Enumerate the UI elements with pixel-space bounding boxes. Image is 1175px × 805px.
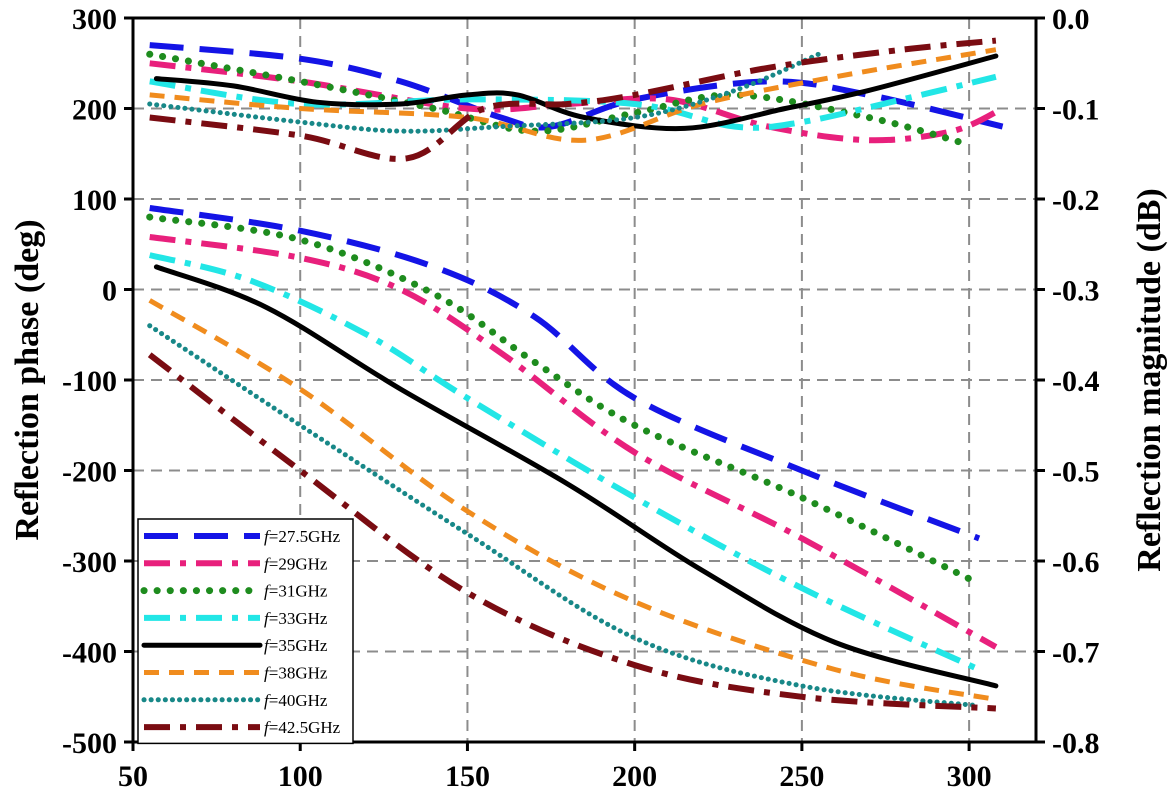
y-tick-label: -400 bbox=[62, 637, 117, 670]
legend-label-prefix: f bbox=[264, 527, 271, 546]
y2-tick-label: -0.3 bbox=[1052, 275, 1100, 308]
series-phase-line-6 bbox=[147, 323, 982, 709]
legend-label-suffix: =31GHz bbox=[269, 582, 328, 601]
y-tick-label: -100 bbox=[62, 365, 117, 398]
y-tick-label: 300 bbox=[72, 3, 117, 36]
series-magnitude-line-4 bbox=[153, 53, 999, 132]
series-magnitude-line-0 bbox=[149, 42, 1004, 131]
legend-label-suffix: =35GHz bbox=[269, 636, 328, 655]
y2-axis-label: Reflection magnitude (dB) bbox=[1131, 188, 1168, 571]
legend-label-1: f=29GHz bbox=[264, 554, 328, 573]
legend-label-prefix: f bbox=[264, 718, 271, 737]
legend-label-0: f=27.5GHz bbox=[264, 527, 341, 546]
y-axis-label: Reflection phase (deg) bbox=[9, 219, 46, 540]
series-magnitude-line-7 bbox=[149, 37, 997, 162]
legend-label-6: f=40GHz bbox=[264, 691, 328, 710]
legend-label-4: f=35GHz bbox=[264, 636, 328, 655]
legend-label-prefix: f bbox=[264, 691, 271, 710]
y-tick-label: 0 bbox=[102, 275, 117, 308]
x-tick-label: 100 bbox=[278, 760, 323, 793]
legend-box bbox=[137, 518, 354, 745]
series-phase-line-5 bbox=[148, 298, 997, 702]
legend-label-suffix: =38GHz bbox=[269, 664, 328, 683]
legend-label-suffix: =27.5GHz bbox=[269, 527, 341, 546]
series-phase-line-0 bbox=[149, 205, 981, 542]
series-phase-line-4 bbox=[153, 264, 999, 689]
legend-label-2: f=31GHz bbox=[264, 582, 328, 601]
legend-label-suffix: =42.5GHz bbox=[269, 718, 341, 737]
y2-tick-label: -0.7 bbox=[1052, 637, 1100, 670]
legend-label-7: f=42.5GHz bbox=[264, 718, 341, 737]
y2-tick-label: -0.6 bbox=[1052, 546, 1100, 579]
y2-tick-label: -0.4 bbox=[1052, 365, 1100, 398]
x-tick-label: 300 bbox=[947, 760, 992, 793]
x-tick-label: 250 bbox=[779, 760, 824, 793]
y2-tick-label: -0.2 bbox=[1052, 184, 1100, 217]
x-tick-label: 200 bbox=[612, 760, 657, 793]
series-magnitude-line-2 bbox=[146, 50, 973, 149]
series-phase-line-1 bbox=[149, 234, 998, 650]
series-magnitude-line-5 bbox=[149, 47, 997, 143]
legend-label-suffix: =29GHz bbox=[269, 554, 328, 573]
legend-label-3: f=33GHz bbox=[264, 609, 328, 628]
legend-label-5: f=38GHz bbox=[264, 664, 328, 683]
x-tick-label: 150 bbox=[445, 760, 490, 793]
y-tick-label: 200 bbox=[72, 94, 117, 127]
series-magnitude-line-6 bbox=[147, 51, 822, 134]
series-phase-line-7 bbox=[147, 352, 997, 712]
y2-tick-label: -0.8 bbox=[1052, 727, 1100, 760]
x-tick-label: 50 bbox=[118, 760, 148, 793]
axis-ticks: 50 100 150 200 250 300 300 200 100 0 -100 -200 -300 -… bbox=[62, 3, 1100, 793]
legend-label-prefix: f bbox=[264, 609, 271, 628]
y2-tick-label: 0.0 bbox=[1052, 3, 1090, 36]
legend-label-prefix: f bbox=[264, 664, 271, 683]
series-phase-line-2 bbox=[146, 213, 983, 588]
y-tick-label: -300 bbox=[62, 546, 117, 579]
legend-label-suffix: =33GHz bbox=[269, 609, 328, 628]
series-lines bbox=[146, 37, 1004, 712]
legend-label-prefix: f bbox=[264, 582, 271, 601]
y2-tick-label: -0.5 bbox=[1052, 456, 1100, 489]
legend-label-prefix: f bbox=[264, 636, 271, 655]
y-tick-label: 100 bbox=[72, 184, 117, 217]
legend: f=27.5GHzf=29GHzf=31GHzf=33GHzf=35GHzf=3… bbox=[137, 518, 354, 745]
legend-label-suffix: =40GHz bbox=[269, 691, 328, 710]
series-magnitude-line-3 bbox=[149, 73, 997, 131]
y2-tick-label: -0.1 bbox=[1052, 94, 1100, 127]
y-tick-label: -500 bbox=[62, 727, 117, 760]
series-phase-line-3 bbox=[148, 252, 981, 673]
y-tick-label: -200 bbox=[62, 456, 117, 489]
legend-label-prefix: f bbox=[264, 554, 271, 573]
